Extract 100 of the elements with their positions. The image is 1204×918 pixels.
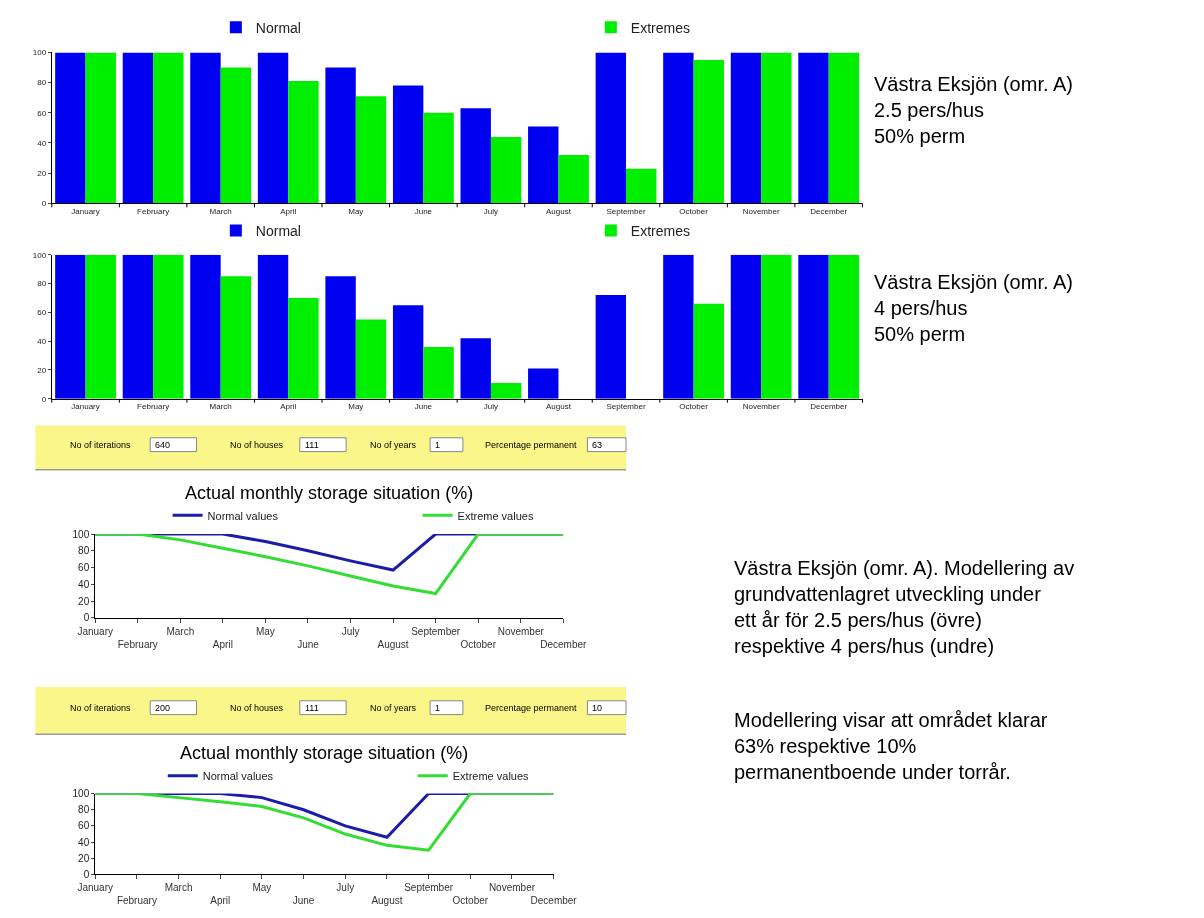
- y-tick-label: 60: [37, 108, 47, 118]
- text: No of years: [370, 440, 417, 450]
- x-tick-label: February: [117, 638, 158, 650]
- x-tick-label: September: [404, 882, 454, 894]
- x-tick-label: August: [377, 638, 409, 650]
- bar: [288, 81, 319, 204]
- x-tick-label: December: [540, 638, 588, 650]
- text: 200: [155, 703, 171, 713]
- bar: [798, 52, 829, 204]
- legend-label: Extreme values: [452, 770, 530, 783]
- x-tick-label: December: [810, 206, 848, 216]
- legend-label: Normal values: [207, 509, 279, 522]
- legend-label: Extremes: [630, 19, 690, 36]
- text: No of iterations: [70, 440, 132, 450]
- bar: [490, 382, 522, 399]
- bar: [257, 52, 289, 204]
- x-tick-label: February: [116, 895, 157, 907]
- bar: [153, 52, 184, 204]
- bar: [85, 254, 116, 399]
- text: No of iterations: [70, 703, 132, 713]
- text: Västra Eksjön (omr. A). Modellering av grundvattenlagret utveckling under ett år för 2.5 pers/hus (övre) respektive 4 pers/hus (undre): [734, 557, 1075, 657]
- bar: [85, 52, 116, 204]
- bar: [730, 254, 762, 399]
- bar: [828, 52, 860, 204]
- bar: [490, 136, 522, 204]
- x-tick-label: August: [546, 402, 572, 412]
- x-tick-label: November: [742, 206, 780, 216]
- bar: [392, 85, 424, 204]
- y-tick-label: 40: [78, 836, 90, 848]
- x-tick-label: May: [348, 206, 364, 216]
- text: Västra Eksjön (omr. A) 2.5 pers/hus 50% perm: [874, 73, 1073, 147]
- text: 111: [305, 703, 319, 713]
- bar: [595, 295, 627, 399]
- y-tick-label: 0: [41, 199, 47, 209]
- x-tick-label: May: [348, 402, 364, 412]
- bar: [355, 96, 387, 204]
- x-tick-label: September: [411, 625, 461, 637]
- y-tick-label: 60: [78, 820, 90, 832]
- x-tick-label: January: [71, 402, 100, 412]
- bar: [528, 126, 559, 204]
- text: Västra Eksjön (omr. A) 4 pers/hus 50% perm: [874, 271, 1073, 345]
- bar: [761, 254, 792, 399]
- y-tick-label: 0: [83, 612, 90, 624]
- y-tick-label: 60: [37, 308, 47, 318]
- x-tick-label: December: [810, 402, 848, 412]
- y-tick-label: 100: [72, 788, 90, 800]
- y-tick-label: 20: [37, 365, 47, 375]
- x-tick-label: January: [77, 882, 113, 894]
- chart-title: Actual monthly storage situation (%): [185, 483, 474, 503]
- bar: [558, 155, 589, 204]
- bar: [828, 254, 860, 399]
- y-tick-label: 0: [41, 394, 47, 404]
- text: Percentage permanent: [485, 440, 578, 450]
- bar: [220, 276, 252, 399]
- x-tick-label: October: [460, 638, 497, 650]
- x-tick-label: May: [252, 882, 272, 894]
- y-tick-label: 100: [32, 48, 47, 58]
- x-tick-label: June: [297, 638, 320, 650]
- bar: [423, 112, 454, 204]
- line-series: [95, 534, 564, 596]
- bar: [288, 297, 319, 399]
- bar: [663, 52, 694, 204]
- x-tick-label: January: [77, 625, 113, 637]
- bar: [460, 108, 491, 204]
- bar: [626, 168, 657, 204]
- text: 640: [155, 440, 171, 450]
- bar: [663, 254, 694, 399]
- bar: [257, 254, 289, 399]
- bar: [528, 368, 559, 399]
- bar: [693, 303, 724, 399]
- x-tick-label: November: [497, 625, 545, 637]
- chart-title: Actual monthly storage situation (%): [180, 743, 469, 763]
- text: No of years: [370, 703, 417, 713]
- bar: [55, 254, 86, 399]
- y-tick-label: 80: [78, 545, 90, 557]
- x-tick-label: October: [679, 402, 709, 412]
- text: 111: [305, 440, 319, 450]
- bar: [355, 319, 387, 399]
- x-tick-label: July: [341, 625, 360, 637]
- y-tick-label: 100: [72, 528, 90, 540]
- text: 63: [592, 440, 603, 450]
- bar: [460, 338, 491, 399]
- x-tick-label: September: [606, 402, 646, 412]
- x-tick-label: May: [255, 625, 275, 637]
- x-tick-label: June: [414, 206, 433, 216]
- bar: [730, 52, 762, 204]
- x-tick-label: March: [166, 625, 195, 637]
- x-tick-label: February: [137, 206, 170, 216]
- bar: [423, 346, 454, 399]
- x-tick-label: August: [371, 895, 403, 907]
- x-tick-label: December: [530, 895, 578, 907]
- text: No of houses: [230, 440, 284, 450]
- x-tick-label: November: [742, 402, 780, 412]
- legend-label: Extremes: [630, 223, 690, 240]
- x-tick-label: April: [280, 402, 297, 412]
- bar: [392, 305, 424, 399]
- x-tick-label: July: [336, 882, 355, 894]
- text: Modellering visar att området klarar 63% respektive 10% permanentboende under torrår.: [734, 709, 1048, 783]
- y-tick-label: 80: [37, 78, 47, 88]
- bar: [595, 52, 627, 204]
